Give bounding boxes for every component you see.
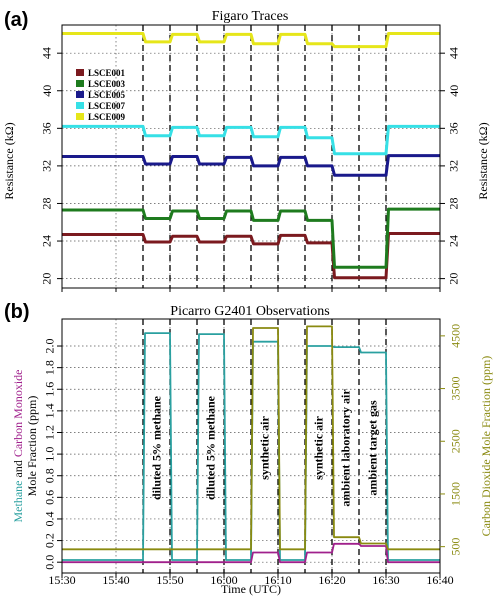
legend-swatch: [76, 69, 84, 76]
y-tick-label: 0.4: [43, 511, 57, 526]
x-tick-label: 15:50: [156, 573, 183, 587]
legend-swatch: [76, 91, 84, 98]
legend-swatch: [76, 102, 84, 109]
panel-b-plot: diluted 5% methane diluted 5% methane synt…: [43, 318, 463, 587]
y-tick-label: 28: [40, 197, 54, 209]
y-tick-label-right: 32: [447, 160, 461, 172]
y-tick-label: 20: [40, 273, 54, 285]
panel-b-ylabel-right: Carbon Dioxide Mole Fraction (ppm): [479, 356, 493, 537]
x-tick-label: 15:30: [48, 573, 75, 587]
y-tick-label: 1.4: [43, 403, 57, 418]
legend-label: LSCE001: [88, 68, 126, 78]
ylabel-co: Carbon Monoxide: [11, 370, 25, 458]
panel-a-frame: [61, 24, 441, 289]
y-tick-label: 1.8: [43, 360, 57, 375]
y-tick-label: 24: [40, 235, 54, 247]
y-tick-label: 1.6: [43, 382, 57, 397]
y-tick-label: 2.0: [43, 339, 57, 354]
y-tick-label-right: 1500: [449, 482, 463, 506]
ylabel-methane: Methane: [11, 481, 25, 523]
y-tick-label-right: 2500: [449, 429, 463, 453]
panel-a-ylabel: Resistance (kΩ): [2, 122, 16, 199]
panel-a-title: Figaro Traces: [212, 9, 289, 24]
series-line-carbon-monoxide: [62, 542, 440, 564]
y-tick-label: 0.8: [43, 468, 57, 483]
series-line-lsce003: [62, 207, 440, 269]
series-line-carbon-dioxide: [62, 325, 440, 551]
panel-a-ylabel-right: Resistance (kΩ): [476, 122, 490, 199]
x-tick-label: 16:00: [210, 573, 237, 587]
annotation-label: ambient laboratory air: [339, 389, 353, 507]
y-tick-label: 0.2: [43, 533, 57, 548]
y-tick-label: 32: [40, 160, 54, 172]
y-tick-label: 40: [40, 85, 54, 97]
y-tick-label-right: 28: [447, 197, 461, 209]
series-line-methane: [62, 332, 440, 561]
panel-a-label: (a): [4, 9, 28, 31]
y-tick-label-right: 24: [447, 235, 461, 247]
x-tick-label: 16:40: [426, 573, 453, 587]
annotation-label: diluted 5% methane: [150, 395, 164, 500]
y-tick-label: 0.6: [43, 490, 57, 505]
y-tick-label: 1.0: [43, 447, 57, 462]
y-tick-label-right: 36: [447, 122, 461, 134]
annotation-label: ambient target gas: [366, 400, 380, 496]
y-tick-label-right: 20: [447, 273, 461, 285]
legend-label: LSCE007: [88, 101, 126, 111]
series-line-lsce009: [62, 32, 440, 49]
series-line-lsce005: [62, 154, 440, 177]
annotation-label: diluted 5% methane: [204, 395, 218, 500]
legend-swatch: [76, 113, 84, 120]
panel-b-title: Picarro G2401 Observations: [170, 304, 329, 319]
x-tick-label: 16:20: [318, 573, 345, 587]
legend-label: LSCE005: [88, 90, 126, 100]
panel-b-frame: [61, 318, 441, 574]
y-tick-label-right: 500: [449, 538, 463, 556]
legend-label: LSCE003: [88, 79, 126, 89]
ylabel-and: and: [11, 457, 25, 480]
panel-b-ylabel-line2: Mole Fraction (ppm): [25, 396, 39, 497]
panel-b-xlabel: Time (UTC): [221, 582, 281, 596]
x-tick-label: 15:40: [102, 573, 129, 587]
y-tick-label-right: 44: [447, 47, 461, 59]
panel-b-ylabel: Methane and Carbon Monoxide: [11, 370, 25, 523]
panel-b-label: (b): [4, 301, 30, 323]
y-tick-label-right: 40: [447, 85, 461, 97]
y-tick-label: 1.2: [43, 425, 57, 440]
y-tick-label: 44: [40, 47, 54, 59]
series-line-lsce007: [62, 124, 440, 156]
x-tick-label: 16:10: [264, 573, 291, 587]
series-line-lsce001: [62, 232, 440, 280]
annotation-label: synthetic air: [258, 415, 272, 479]
y-tick-label: 0.0: [43, 555, 57, 570]
y-tick-label-right: 4500: [449, 324, 463, 348]
y-tick-label-right: 3500: [449, 377, 463, 401]
annotation-label: synthetic air: [312, 415, 326, 479]
x-tick-label: 16:30: [372, 573, 399, 587]
legend-label: LSCE009: [88, 112, 126, 122]
legend-swatch: [76, 80, 84, 87]
y-tick-label: 36: [40, 122, 54, 134]
